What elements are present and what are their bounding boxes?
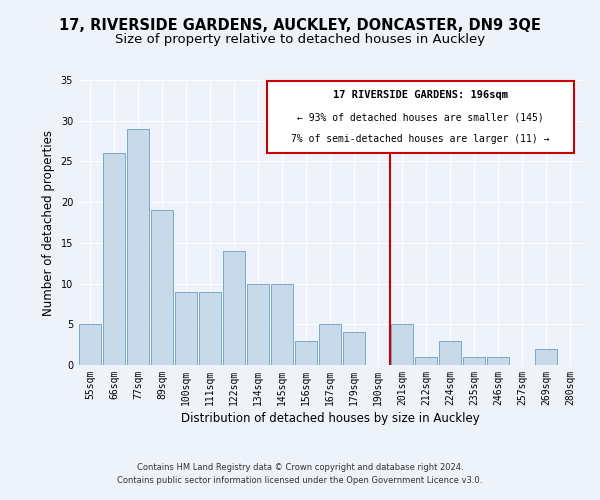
Bar bbox=[463, 357, 485, 365]
Bar bbox=[223, 251, 245, 365]
Text: Contains public sector information licensed under the Open Government Licence v3: Contains public sector information licen… bbox=[118, 476, 482, 485]
Text: Size of property relative to detached houses in Auckley: Size of property relative to detached ho… bbox=[115, 32, 485, 46]
Bar bbox=[295, 340, 317, 365]
Bar bbox=[271, 284, 293, 365]
Bar bbox=[151, 210, 173, 365]
Bar bbox=[247, 284, 269, 365]
Bar bbox=[343, 332, 365, 365]
Text: 17 RIVERSIDE GARDENS: 196sqm: 17 RIVERSIDE GARDENS: 196sqm bbox=[333, 90, 508, 100]
FancyBboxPatch shape bbox=[267, 82, 574, 152]
Bar bbox=[439, 340, 461, 365]
Bar bbox=[127, 129, 149, 365]
Bar bbox=[103, 154, 125, 365]
Bar bbox=[175, 292, 197, 365]
Text: 7% of semi-detached houses are larger (11) →: 7% of semi-detached houses are larger (1… bbox=[292, 134, 550, 144]
Bar bbox=[535, 348, 557, 365]
Bar bbox=[391, 324, 413, 365]
Bar bbox=[79, 324, 101, 365]
Bar bbox=[199, 292, 221, 365]
Y-axis label: Number of detached properties: Number of detached properties bbox=[42, 130, 55, 316]
Text: Contains HM Land Registry data © Crown copyright and database right 2024.: Contains HM Land Registry data © Crown c… bbox=[137, 464, 463, 472]
Bar bbox=[415, 357, 437, 365]
X-axis label: Distribution of detached houses by size in Auckley: Distribution of detached houses by size … bbox=[181, 412, 479, 425]
Text: 17, RIVERSIDE GARDENS, AUCKLEY, DONCASTER, DN9 3QE: 17, RIVERSIDE GARDENS, AUCKLEY, DONCASTE… bbox=[59, 18, 541, 32]
Text: ← 93% of detached houses are smaller (145): ← 93% of detached houses are smaller (14… bbox=[298, 112, 544, 122]
Bar bbox=[319, 324, 341, 365]
Bar bbox=[487, 357, 509, 365]
